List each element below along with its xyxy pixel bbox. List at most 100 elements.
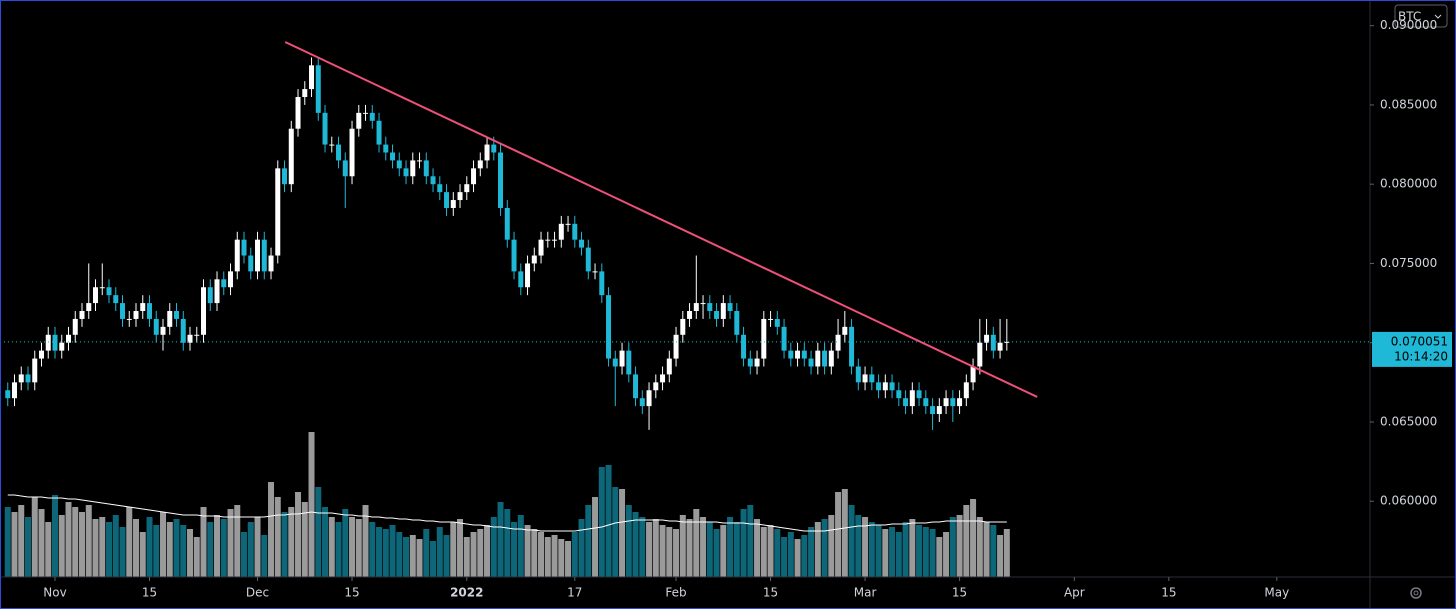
candle-body	[579, 239, 585, 248]
volume-bar	[693, 509, 700, 577]
volume-bar	[463, 537, 470, 577]
candle-body	[99, 287, 105, 289]
candle-body	[315, 65, 321, 113]
volume-bar	[970, 499, 977, 577]
volume-bar	[781, 537, 788, 577]
volume-bar	[774, 529, 781, 577]
volume-bar	[45, 522, 52, 577]
volume-bar	[436, 527, 443, 577]
candle-body	[52, 334, 58, 351]
volume-bar	[180, 525, 187, 577]
candle-body	[471, 168, 477, 185]
candle-body	[430, 176, 436, 185]
volume-bar	[990, 525, 997, 577]
volume-bar	[754, 519, 761, 577]
candle-body	[194, 334, 200, 336]
volume-bar	[166, 522, 173, 577]
candle-body	[403, 168, 409, 177]
volume-bar	[369, 522, 376, 577]
candle-body	[538, 239, 544, 256]
volume-bar	[652, 519, 659, 577]
volume-bar	[740, 509, 747, 577]
volume-bar	[79, 512, 86, 577]
volume-bar	[902, 522, 909, 577]
candle-body	[822, 350, 828, 367]
volume-bar	[349, 517, 356, 577]
volume-bar	[335, 522, 342, 577]
candle-body	[383, 144, 389, 153]
candle-body	[747, 358, 753, 367]
volume-bar	[828, 515, 835, 577]
candle-body	[201, 287, 207, 335]
candle-body	[957, 398, 963, 407]
volume-bar	[416, 539, 423, 577]
volume-bar	[342, 509, 349, 577]
candle-body	[889, 382, 895, 391]
candle-body	[309, 65, 315, 90]
candle-body	[228, 271, 234, 288]
candle-body	[828, 350, 834, 367]
candle-body	[646, 390, 652, 407]
candle-body	[410, 160, 416, 177]
volume-bar	[504, 509, 511, 577]
volume-bar	[389, 525, 396, 577]
symbol-label[interactable]: BTC	[1398, 10, 1421, 24]
settings-icon[interactable]	[1410, 587, 1422, 599]
countdown-label: 10:14:20	[1394, 349, 1448, 363]
symbol-badge[interactable]	[1394, 4, 1448, 28]
candle-body	[707, 303, 713, 312]
volume-bar	[160, 512, 167, 577]
volume-bar	[592, 497, 599, 577]
volume-bar	[868, 522, 875, 577]
chevron-icon[interactable]	[1434, 14, 1442, 19]
candle-body	[45, 334, 51, 351]
candle-body	[106, 287, 112, 296]
volume-bar	[11, 512, 18, 577]
x-tick-label: 15	[1161, 586, 1176, 600]
candle-body	[498, 152, 504, 208]
volume-bar	[126, 507, 133, 577]
candle-body	[849, 326, 855, 367]
volume-bar	[787, 532, 794, 577]
x-tick-label: 2022	[450, 586, 483, 600]
candle-body	[761, 318, 767, 359]
candle-body	[997, 342, 1003, 351]
candle-body	[700, 303, 706, 305]
x-tick-label: 15	[344, 586, 359, 600]
volume-bar	[25, 517, 32, 577]
volume-bar	[146, 517, 153, 577]
candle-body	[680, 318, 686, 335]
candle-body	[592, 271, 598, 273]
volume-bar	[409, 535, 416, 577]
candle-body	[72, 318, 78, 335]
volume-bar	[814, 522, 821, 577]
volume-bar	[254, 517, 261, 577]
volume-bar	[355, 519, 362, 577]
candle-body	[450, 200, 456, 208]
volume-bar	[470, 532, 477, 577]
volume-bar	[767, 525, 774, 577]
volume-bar	[862, 517, 869, 577]
volume-bar	[234, 505, 241, 577]
candle-body	[241, 239, 247, 256]
candle-body	[525, 263, 531, 288]
volume-bar	[362, 505, 369, 577]
x-tick-label: Apr	[1064, 586, 1085, 600]
volume-bar	[490, 517, 497, 577]
candle-body	[12, 382, 18, 399]
volume-bar	[571, 532, 578, 577]
volume-bar	[65, 502, 72, 577]
volume-bar	[457, 519, 464, 577]
volume-bar	[430, 541, 437, 577]
volume-bar	[153, 525, 160, 577]
volume-bar	[133, 519, 140, 577]
x-tick-label: 15	[763, 586, 778, 600]
volume-bar	[58, 515, 65, 577]
volume-bar	[517, 515, 524, 577]
candle-body	[612, 358, 618, 367]
candle-body	[673, 334, 679, 359]
volume-bar	[558, 539, 565, 577]
y-tick-label: 0.090000	[1380, 18, 1437, 32]
volume-bar	[274, 497, 281, 577]
candle-body	[275, 168, 281, 256]
